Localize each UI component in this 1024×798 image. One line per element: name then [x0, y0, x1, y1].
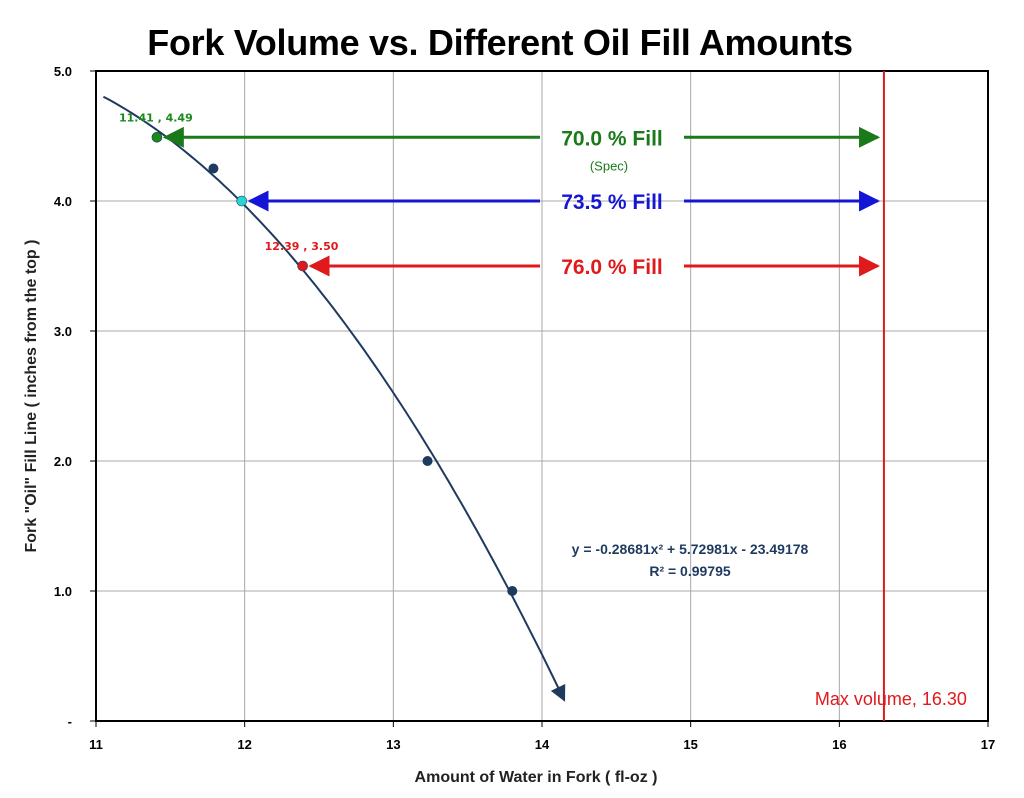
y-tick-label: 2.0 [54, 454, 72, 469]
highlight-point [236, 195, 247, 207]
chart-title: Fork Volume vs. Different Oil Fill Amoun… [147, 22, 853, 63]
data-point [507, 586, 518, 596]
data-point [422, 456, 433, 466]
point-label: 11.41 , 4.49 [119, 111, 193, 124]
annotations: 70.0 % Fill (Spec) 73.5 % Fill 76.0 % Fill 1… [119, 71, 967, 721]
y-axis-title: Fork "Oil" Fill Line ( inches from the t… [23, 240, 40, 553]
grid-lines [96, 71, 988, 721]
max-volume-label: Max volume, 16.30 [815, 689, 967, 709]
trendline-equation: y = -0.28681x² + 5.72981x - 23.49178 [572, 541, 809, 557]
y-tick-label: 1.0 [54, 584, 72, 599]
x-tick-label: 15 [683, 737, 697, 752]
y-tick-label: - [68, 714, 72, 729]
x-axis-title: Amount of Water in Fork ( fl-oz ) [415, 769, 658, 786]
x-tick-label: 14 [535, 737, 550, 752]
fill-label: 73.5 % Fill [561, 191, 663, 214]
x-tick-label: 12 [237, 737, 251, 752]
fill-label: 70.0 % Fill [561, 127, 663, 150]
x-tick-label: 17 [981, 737, 995, 752]
plot-border [95, 70, 989, 722]
data-point [208, 163, 219, 174]
highlight-point [151, 132, 163, 143]
x-tick-label: 11 [89, 737, 103, 752]
y-tick-label: 3.0 [54, 324, 72, 339]
fill-label: 76.0 % Fill [561, 256, 663, 279]
x-tick-label: 16 [832, 737, 846, 752]
data-series [102, 95, 566, 702]
x-tick-label: 13 [386, 737, 400, 752]
trendline [102, 95, 566, 702]
y-tick-label: 5.0 [54, 64, 72, 79]
y-tick-label: 4.0 [54, 194, 72, 209]
highlight-point [297, 260, 308, 272]
point-label: 12.39 , 3.50 [265, 240, 339, 253]
axes: 11 12 13 14 15 16 17 - 1.0 2.0 3.0 4.0 5.0 Amount of … [23, 64, 995, 786]
spec-note: (Spec) [590, 158, 628, 173]
trendline-r-squared: R² = 0.99795 [649, 563, 731, 579]
